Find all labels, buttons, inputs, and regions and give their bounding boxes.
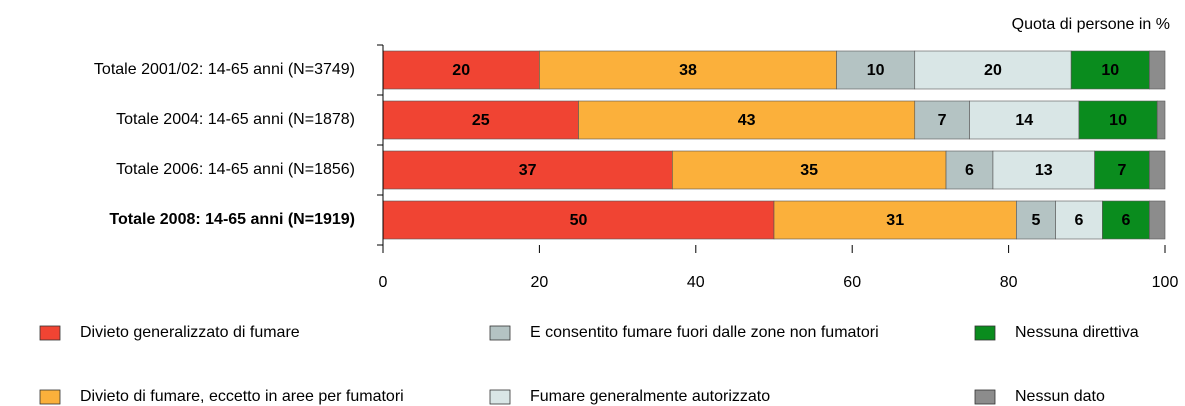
x-tick-label: 60 [843,274,861,291]
legend-label: E consentito fumare fuori dalle zone non… [530,324,879,341]
legend-swatch [39,325,61,341]
x-tick-label: 20 [531,274,549,291]
y-tick-label: Totale 2001/02: 14-65 anni (N=3749) [94,61,355,78]
data-label: 20 [452,62,470,79]
data-label: 50 [570,212,588,229]
bar-segment [1149,150,1166,190]
x-tick-label: 100 [1152,274,1179,291]
data-label: 7 [1118,162,1127,179]
bar-segment [945,150,994,190]
data-label: 13 [1035,162,1053,179]
bar-segment [1055,200,1103,240]
data-label: 7 [938,112,947,129]
bar-segment [1156,100,1166,140]
legend-swatch [489,325,511,341]
legend-label: Nessun dato [1015,388,1105,405]
bar-segment [539,50,837,90]
data-label: 35 [800,162,818,179]
x-tick-label: 40 [687,274,705,291]
legend-swatch [489,389,511,405]
bar-segment [992,150,1095,190]
bar-segment [773,200,1017,240]
x-tick-label: 80 [1000,274,1018,291]
bar-segment [1070,50,1150,90]
axis-label: Quota di persone in % [1012,16,1170,33]
data-label: 20 [984,62,1002,79]
data-label: 10 [867,62,885,79]
bar-segment [914,50,1072,90]
y-tick-label: Totale 2004: 14-65 anni (N=1878) [116,111,355,128]
bar-segment [1016,200,1056,240]
bar-segment [1078,100,1158,140]
legend-label: Nessuna direttiva [1015,324,1139,341]
data-label: 38 [679,62,697,79]
data-label: 10 [1101,62,1119,79]
legend-swatch [974,325,996,341]
data-label: 6 [1121,212,1130,229]
data-label: 14 [1015,112,1033,129]
bar-segment [1149,200,1166,240]
legend-swatch [39,389,61,405]
bar-segment [578,100,916,140]
data-label: 5 [1032,212,1041,229]
data-label: 6 [1075,212,1084,229]
legend-label: Divieto generalizzato di fumare [80,324,300,341]
bar-segment [382,100,579,140]
bar-segment [836,50,916,90]
bar-segment [382,50,540,90]
legend-label: Fumare generalmente autorizzato [530,388,770,405]
legend-label: Divieto di fumare, eccetto in aree per f… [80,388,404,405]
data-label: 25 [472,112,490,129]
data-label: 31 [886,212,904,229]
y-tick-label: Totale 2008: 14-65 anni (N=1919) [109,211,355,228]
data-label: 37 [519,162,537,179]
bar-segment [914,100,970,140]
data-label: 10 [1109,112,1127,129]
data-label: 6 [965,162,974,179]
data-label: 43 [738,112,756,129]
bar-segment [1149,50,1166,90]
y-tick-label: Totale 2006: 14-65 anni (N=1856) [116,161,355,178]
bar-segment [672,150,947,190]
x-tick-label: 0 [379,274,388,291]
bar-segment [1102,200,1150,240]
legend-swatch [974,389,996,405]
bar-segment [969,100,1080,140]
